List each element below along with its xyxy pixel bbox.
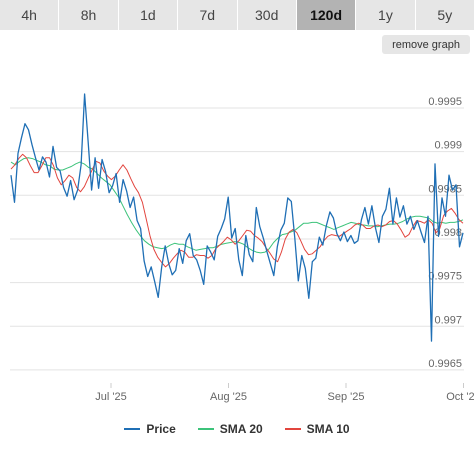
series-lines [10, 93, 464, 342]
y-tick-label: 0.997 [434, 314, 462, 326]
tab-8h[interactable]: 8h [59, 0, 119, 30]
remove-graph-button[interactable]: remove graph [382, 35, 470, 54]
y-tick-label: 0.999 [434, 140, 462, 152]
tab-120d[interactable]: 120d [296, 0, 357, 30]
legend-label-sma20: SMA 20 [219, 422, 263, 436]
x-tick-label: Aug '25 [210, 391, 247, 403]
x-tick-label: Jul '25 [95, 391, 126, 403]
y-tick-label: 0.9975 [428, 271, 462, 283]
legend-label-sma10: SMA 10 [306, 422, 350, 436]
y-tick-label: 0.998 [434, 227, 462, 239]
tab-4h[interactable]: 4h [0, 0, 60, 30]
y-tick-label: 0.9995 [428, 96, 462, 108]
legend-item-sma10[interactable]: SMA 10 [284, 422, 350, 436]
legend-swatch-sma20 [197, 428, 214, 430]
x-tick-label: Sep '25 [328, 391, 365, 403]
series-line-price [10, 93, 464, 342]
legend-label-price: Price [146, 422, 176, 436]
price-chart: 0.99950.9990.99850.9980.99750.9970.9965 … [10, 93, 474, 403]
range-tabs: 4h 8h 1d 7d 30d 120d 1y 5y [0, 0, 474, 30]
y-tick-label: 0.9965 [428, 358, 462, 370]
x-tick-label: Oct '25 [446, 391, 474, 403]
legend-swatch-price [124, 428, 141, 430]
tab-5y[interactable]: 5y [437, 7, 453, 23]
tab-30d[interactable]: 30d [238, 0, 297, 30]
legend-swatch-sma10 [284, 428, 301, 430]
legend-item-sma20[interactable]: SMA 20 [197, 422, 263, 436]
x-axis-ticks: Jul '25 Aug '25 Sep '25 Oct '25 [95, 383, 474, 403]
tab-1d[interactable]: 1d [119, 0, 179, 30]
tab-1y[interactable]: 1y [356, 0, 416, 30]
tab-7d[interactable]: 7d [178, 0, 238, 30]
legend-item-price[interactable]: Price [124, 422, 176, 436]
chart-legend: Price SMA 20 SMA 10 [0, 420, 474, 438]
